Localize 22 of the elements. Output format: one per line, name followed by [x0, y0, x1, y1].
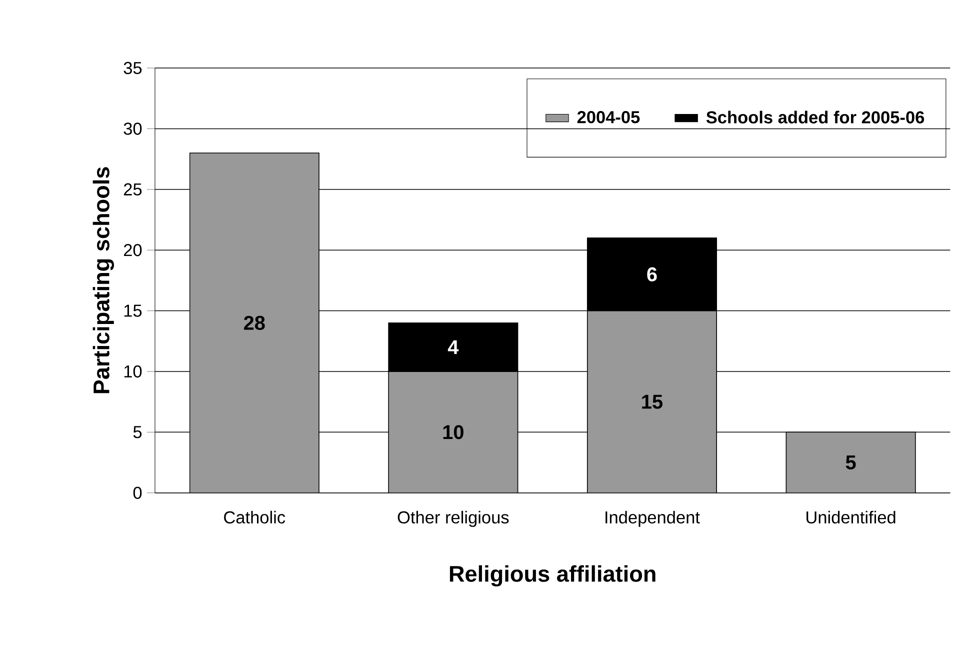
y-tick-label: 0 — [133, 486, 142, 499]
y-tick-label: 30 — [124, 122, 142, 135]
data-label: 15 — [642, 394, 662, 409]
legend-label: Schools added for 2005-06 — [706, 110, 924, 124]
y-tick-label: 15 — [124, 304, 142, 317]
y-tick-label: 10 — [124, 365, 142, 378]
x-tick-label: Unidentified — [806, 510, 896, 524]
data-label: 6 — [647, 267, 657, 282]
y-tick-label: 5 — [133, 426, 142, 438]
y-axis-title: Participating schools — [92, 167, 114, 394]
x-axis-title: Religious affiliation — [450, 565, 656, 586]
y-tick-label: 35 — [124, 62, 142, 74]
x-tick-label: Catholic — [224, 510, 286, 524]
x-tick-label: Other religious — [398, 510, 509, 527]
legend-label: 2004-05 — [577, 110, 640, 124]
y-tick-label: 20 — [124, 244, 142, 256]
data-label: 10 — [443, 425, 464, 440]
data-label: 28 — [244, 316, 265, 330]
x-tick-label: Independent — [606, 510, 700, 527]
y-tick-label: 25 — [124, 183, 142, 196]
data-label: 4 — [448, 340, 459, 354]
data-label: 5 — [846, 455, 856, 470]
